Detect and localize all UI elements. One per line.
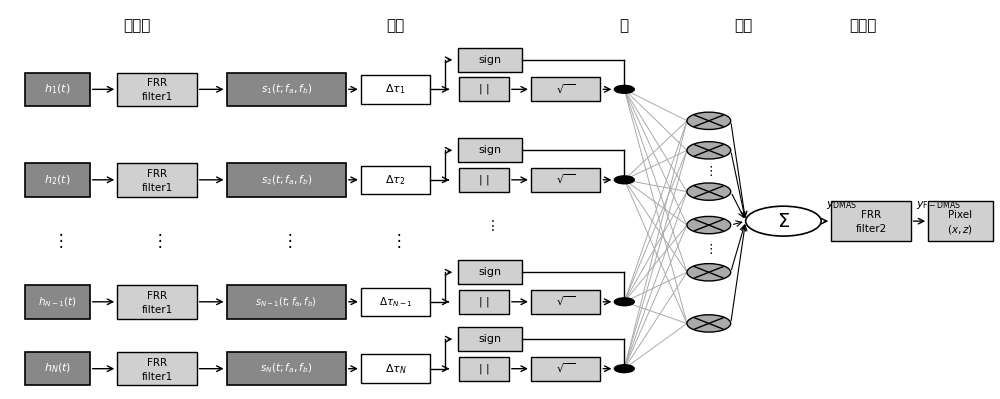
FancyBboxPatch shape: [458, 327, 522, 351]
FancyBboxPatch shape: [117, 163, 197, 197]
Text: $\sqrt{\ \ }$: $\sqrt{\ \ }$: [556, 295, 575, 308]
Text: $\Delta\tau_{N-1}$: $\Delta\tau_{N-1}$: [379, 295, 412, 309]
Text: $h_{N-1}(t)$: $h_{N-1}(t)$: [38, 295, 77, 308]
FancyBboxPatch shape: [361, 166, 430, 194]
Text: $s_N(t;f_a,f_b)$: $s_N(t;f_a,f_b)$: [260, 362, 312, 375]
Circle shape: [746, 206, 821, 236]
Circle shape: [687, 315, 731, 332]
FancyBboxPatch shape: [361, 354, 430, 383]
Text: FRR: FRR: [147, 79, 167, 89]
FancyBboxPatch shape: [361, 75, 430, 104]
FancyBboxPatch shape: [531, 357, 600, 381]
Text: Pixel: Pixel: [948, 210, 972, 220]
FancyBboxPatch shape: [459, 290, 509, 314]
Text: $\vdots$: $\vdots$: [390, 231, 401, 250]
Text: $\Delta\tau_N$: $\Delta\tau_N$: [385, 362, 407, 375]
FancyBboxPatch shape: [531, 290, 600, 314]
FancyBboxPatch shape: [227, 352, 346, 385]
Text: $|\ |$: $|\ |$: [478, 82, 490, 96]
Circle shape: [687, 183, 731, 200]
Text: $|\ |$: $|\ |$: [478, 173, 490, 187]
Text: sign: sign: [478, 145, 502, 155]
FancyBboxPatch shape: [25, 73, 90, 106]
Text: filter1: filter1: [141, 371, 173, 381]
FancyBboxPatch shape: [227, 163, 346, 197]
Text: $h_2(t)$: $h_2(t)$: [44, 173, 71, 187]
Circle shape: [614, 298, 634, 306]
Text: 延时: 延时: [386, 18, 405, 34]
FancyBboxPatch shape: [458, 138, 522, 162]
Text: $\vdots$: $\vdots$: [704, 242, 713, 256]
Text: $\Sigma$: $\Sigma$: [777, 211, 790, 231]
Text: sign: sign: [478, 334, 502, 344]
FancyBboxPatch shape: [458, 260, 522, 284]
Text: sign: sign: [478, 267, 502, 277]
Text: $s_2(t;f_a,f_b)$: $s_2(t;f_a,f_b)$: [261, 173, 312, 187]
Text: $h_1(t)$: $h_1(t)$: [44, 83, 71, 96]
Text: $\sqrt{\ \ }$: $\sqrt{\ \ }$: [556, 362, 575, 375]
FancyBboxPatch shape: [928, 201, 993, 241]
Text: $\Delta\tau_2$: $\Delta\tau_2$: [385, 173, 406, 187]
Text: filter1: filter1: [141, 305, 173, 315]
Text: 乘: 乘: [620, 18, 629, 34]
Text: $\vdots$: $\vdots$: [52, 231, 63, 250]
FancyBboxPatch shape: [361, 288, 430, 316]
Circle shape: [614, 176, 634, 184]
FancyBboxPatch shape: [117, 73, 197, 106]
Text: 预滤波: 预滤波: [123, 18, 151, 34]
Text: $|\ |$: $|\ |$: [478, 295, 490, 309]
Text: $\vdots$: $\vdots$: [485, 217, 495, 233]
Circle shape: [687, 216, 731, 234]
Text: filter1: filter1: [141, 92, 173, 102]
FancyBboxPatch shape: [459, 357, 509, 381]
Text: $\sqrt{\ \ }$: $\sqrt{\ \ }$: [556, 83, 575, 96]
FancyBboxPatch shape: [227, 73, 346, 106]
Text: filter1: filter1: [141, 183, 173, 193]
FancyBboxPatch shape: [25, 163, 90, 197]
Circle shape: [687, 264, 731, 281]
Text: FRR: FRR: [147, 358, 167, 368]
Text: $|\ |$: $|\ |$: [478, 361, 490, 376]
Text: $\vdots$: $\vdots$: [151, 231, 162, 250]
Circle shape: [614, 365, 634, 373]
FancyBboxPatch shape: [117, 352, 197, 385]
FancyBboxPatch shape: [117, 285, 197, 318]
Text: $\vdots$: $\vdots$: [704, 164, 713, 178]
Text: $\sqrt{\ \ }$: $\sqrt{\ \ }$: [556, 173, 575, 186]
Circle shape: [687, 142, 731, 159]
FancyBboxPatch shape: [831, 201, 911, 241]
FancyBboxPatch shape: [459, 168, 509, 192]
FancyBboxPatch shape: [25, 285, 90, 318]
Circle shape: [687, 112, 731, 129]
Text: $h_N(t)$: $h_N(t)$: [44, 362, 71, 375]
Text: 后滤波: 后滤波: [849, 18, 877, 34]
Text: FRR: FRR: [861, 210, 881, 220]
Text: $s_1(t;f_a,f_b)$: $s_1(t;f_a,f_b)$: [261, 83, 312, 96]
Text: $\Delta\tau_1$: $\Delta\tau_1$: [385, 83, 406, 96]
FancyBboxPatch shape: [227, 285, 346, 318]
Text: $\vdots$: $\vdots$: [281, 231, 292, 250]
FancyBboxPatch shape: [458, 48, 522, 72]
FancyBboxPatch shape: [459, 77, 509, 101]
Text: filter2: filter2: [855, 224, 887, 234]
FancyBboxPatch shape: [25, 352, 90, 385]
Text: $y_{\mathrm{F-DMAS}}$: $y_{\mathrm{F-DMAS}}$: [916, 200, 961, 211]
Text: $y_{\mathrm{DMAS}}$: $y_{\mathrm{DMAS}}$: [826, 200, 858, 211]
Text: FRR: FRR: [147, 291, 167, 301]
Circle shape: [614, 85, 634, 93]
Text: $(x,z)$: $(x,z)$: [947, 223, 973, 235]
FancyBboxPatch shape: [531, 168, 600, 192]
Text: FRR: FRR: [147, 169, 167, 179]
FancyBboxPatch shape: [531, 77, 600, 101]
Text: 累加: 累加: [735, 18, 753, 34]
Text: $s_{N-1}(t;f_a,f_b)$: $s_{N-1}(t;f_a,f_b)$: [255, 295, 317, 308]
Text: sign: sign: [478, 55, 502, 65]
